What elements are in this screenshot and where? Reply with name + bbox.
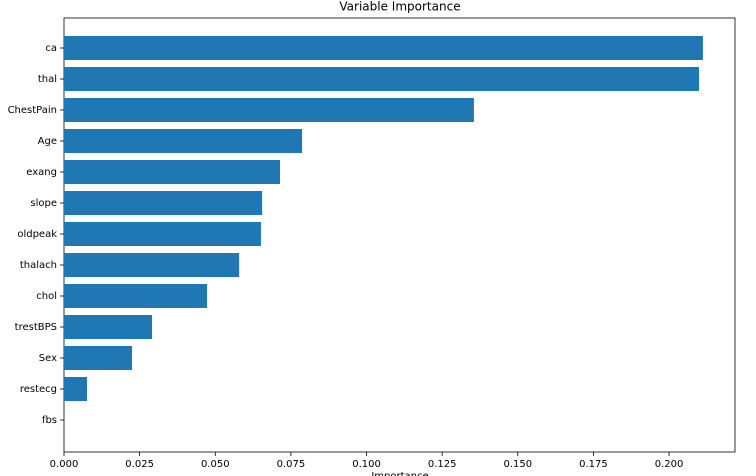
x-tick-label: 0.200 (655, 459, 684, 470)
chart-title: Variable Importance (339, 0, 460, 14)
bar (64, 253, 240, 277)
x-tick-label: 0.050 (201, 459, 230, 470)
x-tick-label: 0.075 (277, 459, 306, 470)
bar (64, 160, 281, 184)
y-tick-label: chol (36, 291, 57, 302)
y-tick-label: slope (30, 198, 57, 209)
y-tick-label: exang (26, 167, 57, 178)
y-tick-label: ca (45, 43, 57, 54)
bar (64, 284, 208, 308)
x-tick-label: 0.175 (579, 459, 608, 470)
x-tick-label: 0.150 (503, 459, 532, 470)
y-tick-label: restecg (20, 384, 57, 395)
y-tick-label: Age (38, 136, 57, 147)
bar (64, 67, 699, 91)
y-tick-label: oldpeak (17, 229, 57, 240)
bar (64, 129, 303, 153)
bar (64, 98, 474, 122)
x-tick-label: 0.125 (428, 459, 457, 470)
bar (64, 315, 153, 339)
y-tick-label: thal (38, 74, 57, 85)
bar (64, 191, 263, 215)
bar (64, 222, 261, 246)
x-tick-label: 0.000 (50, 459, 79, 470)
y-tick-label: fbs (42, 415, 57, 426)
bar (64, 36, 703, 60)
x-axis-label: Importance (371, 471, 428, 476)
bar (64, 377, 87, 401)
y-tick-label: Sex (39, 353, 57, 364)
y-tick-label: trestBPS (15, 322, 57, 333)
x-tick-label: 0.100 (352, 459, 381, 470)
y-tick-label: ChestPain (8, 105, 57, 116)
bar (64, 346, 133, 370)
y-tick-label: thalach (20, 260, 57, 271)
x-tick-label: 0.025 (125, 459, 154, 470)
